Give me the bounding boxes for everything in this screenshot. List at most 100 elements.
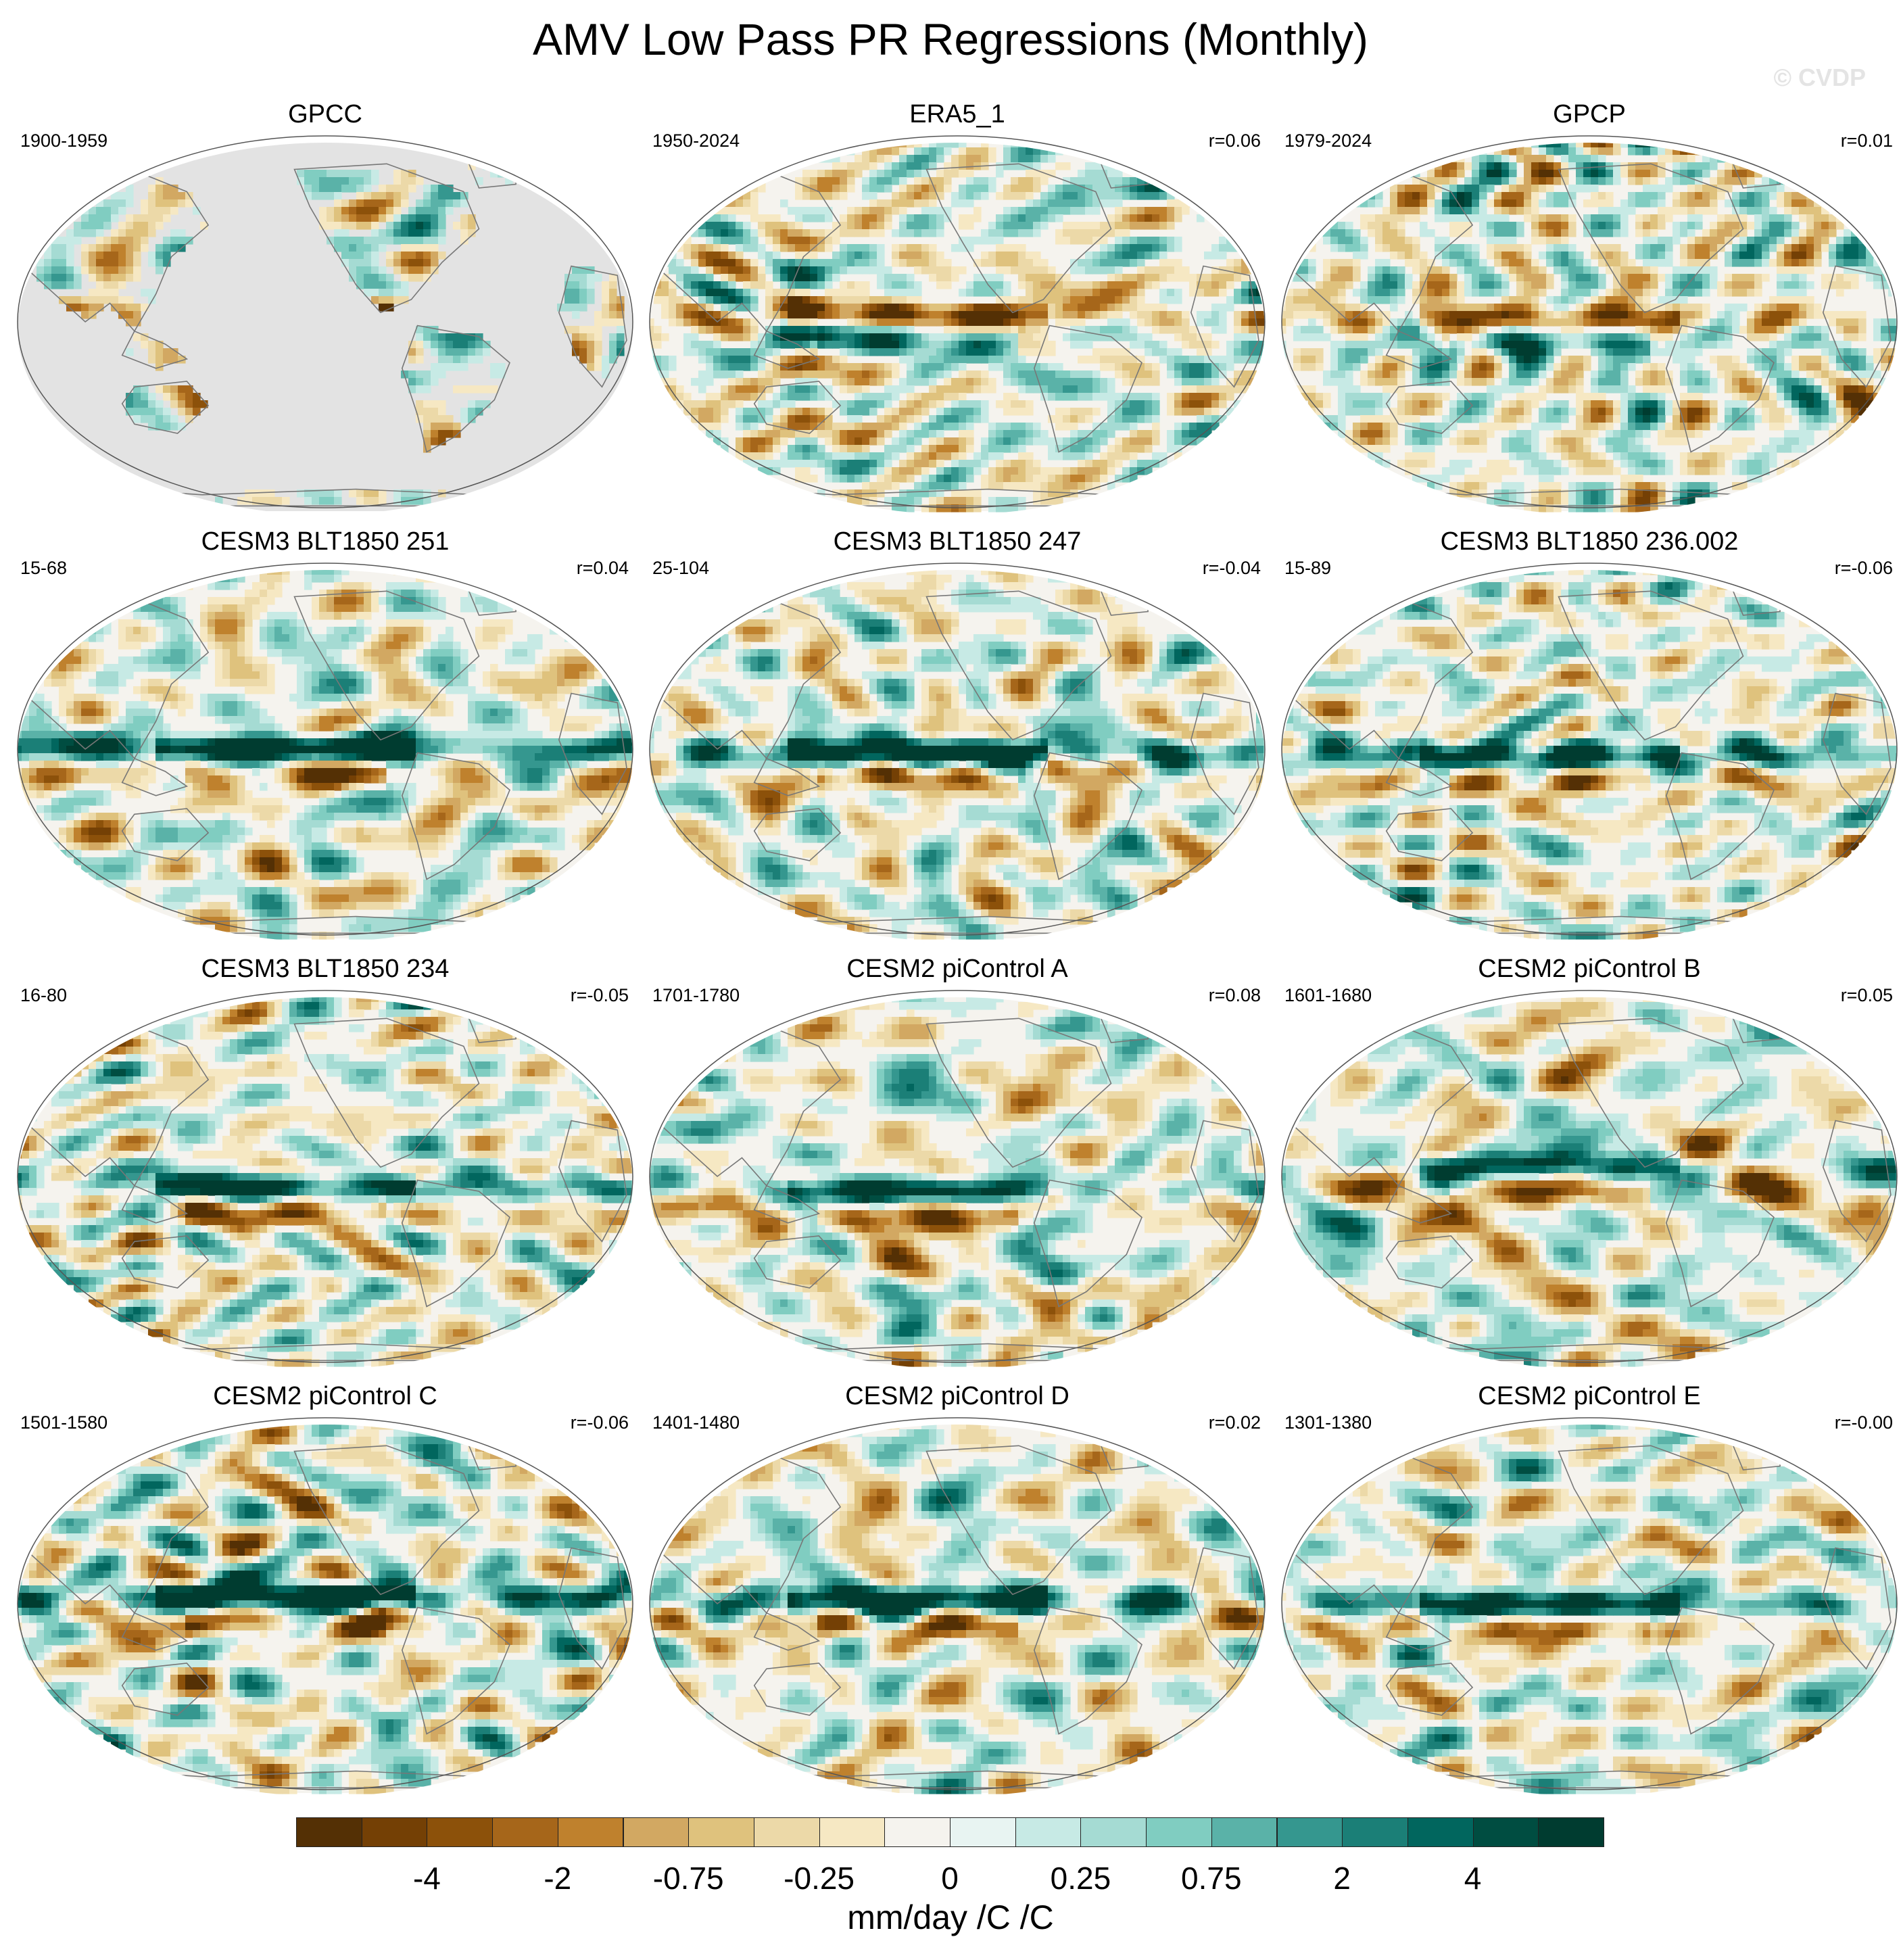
field-cell <box>341 207 350 215</box>
field-cell <box>1189 281 1197 289</box>
field-cell <box>1130 296 1138 304</box>
field-cell <box>1382 311 1391 319</box>
field-cell <box>1791 326 1800 334</box>
field-cell <box>1628 199 1636 208</box>
field-cell <box>869 393 877 401</box>
field-cell <box>475 348 483 356</box>
field-cell <box>713 237 721 245</box>
field-cell <box>1085 415 1093 423</box>
field-cell <box>1806 341 1814 349</box>
field-cell <box>706 214 714 222</box>
field-cell <box>609 281 617 289</box>
field-cell <box>869 371 877 379</box>
field-cell <box>1122 244 1130 252</box>
field-cell <box>929 199 937 208</box>
field-cell <box>773 348 781 356</box>
field-cell <box>914 348 922 356</box>
field-cell <box>1821 341 1829 349</box>
field-cell <box>1040 482 1049 490</box>
field-cell <box>393 296 402 304</box>
field-cell <box>1747 259 1755 267</box>
field-cell <box>1628 304 1636 312</box>
field-cell <box>1174 445 1182 453</box>
field-cell <box>1375 274 1383 282</box>
field-cell <box>1330 289 1339 297</box>
field-cell <box>1457 229 1465 237</box>
field-cell <box>81 266 89 274</box>
field-cell <box>1137 311 1145 319</box>
field-cell <box>899 408 907 416</box>
field-cell <box>1457 326 1465 334</box>
field-cell <box>1554 147 1562 156</box>
field-cell <box>1591 244 1599 252</box>
field-cell <box>1821 281 1829 289</box>
field-cell <box>1011 408 1019 416</box>
field-cell <box>773 237 781 245</box>
field-cell <box>1427 266 1435 274</box>
field-cell <box>1777 304 1785 312</box>
field-cell <box>438 237 446 245</box>
field-cell <box>1107 363 1115 371</box>
field-cell <box>959 192 967 200</box>
field-cell <box>1145 274 1153 282</box>
field-cell <box>1754 244 1762 252</box>
field-cell <box>564 296 573 304</box>
field-cell <box>877 482 885 490</box>
field-cell <box>728 199 736 208</box>
field-cell <box>1137 341 1145 349</box>
field-cell <box>914 296 922 304</box>
field-cell <box>1197 356 1205 364</box>
field-cell <box>810 311 818 319</box>
field-cell <box>914 460 922 468</box>
field-cell <box>736 423 744 431</box>
field-cell <box>1137 214 1145 222</box>
field-cell <box>1092 199 1101 208</box>
field-cell <box>401 244 409 252</box>
field-cell <box>1070 415 1078 423</box>
field-cell <box>1516 266 1524 274</box>
field-cell <box>1018 482 1026 490</box>
field-cell <box>1680 199 1688 208</box>
field-cell <box>847 214 855 222</box>
field-cell <box>884 133 892 141</box>
field-cell <box>1092 185 1101 193</box>
field-cell <box>773 333 781 341</box>
field-cell <box>1658 222 1666 230</box>
field-cell <box>1405 162 1413 170</box>
field-cell <box>959 170 967 178</box>
field-cell <box>1085 237 1093 245</box>
field-cell <box>750 430 759 438</box>
field-cell <box>1539 185 1547 193</box>
field-cell <box>832 341 840 349</box>
field-cell <box>1397 199 1405 208</box>
field-cell <box>973 452 982 460</box>
field-cell <box>780 400 788 408</box>
field-cell <box>1784 318 1792 327</box>
field-cell <box>579 296 587 304</box>
field-cell <box>750 185 759 193</box>
field-cell <box>951 304 959 312</box>
field-cell <box>944 266 952 274</box>
field-cell <box>1353 266 1361 274</box>
field-cell <box>795 385 803 393</box>
field-cell <box>1487 318 1495 327</box>
field-cell <box>1829 214 1837 222</box>
field-cell <box>1048 385 1056 393</box>
field-cell <box>334 489 342 498</box>
field-cell <box>1494 318 1502 327</box>
field-cell <box>810 304 818 312</box>
field-cell <box>862 437 870 446</box>
field-cell <box>1620 214 1629 222</box>
field-cell <box>1457 259 1465 267</box>
field-cell <box>1115 170 1123 178</box>
field-cell <box>921 259 930 267</box>
coastline <box>293 163 480 314</box>
field-cell <box>587 348 595 356</box>
field-cell <box>1561 143 1569 148</box>
field-cell <box>1048 155 1056 163</box>
field-cell <box>1725 252 1733 260</box>
field-cell <box>1427 177 1435 185</box>
field-cell <box>59 237 67 245</box>
field-cell <box>1055 385 1063 393</box>
field-cell <box>1427 304 1435 312</box>
